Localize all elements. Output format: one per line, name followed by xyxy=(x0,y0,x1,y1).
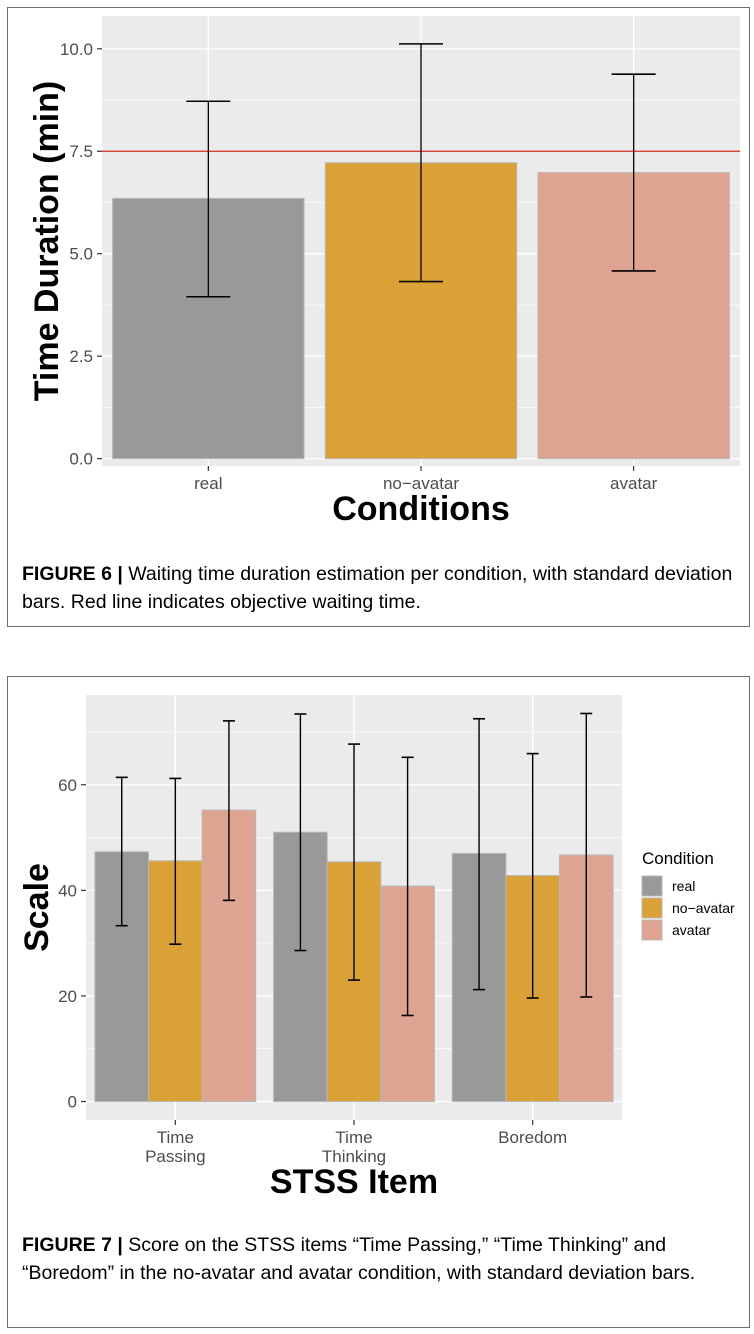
figure-6: 0.0 2.5 5.0 7.5 10.0 real no−avatar avatar Condi… xyxy=(7,7,750,627)
legend-swatch-2 xyxy=(641,919,663,941)
y-tick-label: 2.5 xyxy=(69,347,93,366)
figure-6-caption-text: Waiting time duration estimation per con… xyxy=(22,563,733,613)
figure-7-caption: FIGURE 7 | Score on the STSS items “Time… xyxy=(22,1231,735,1287)
x-tick-label: Boredom xyxy=(498,1128,567,1147)
x-tick-label: Time xyxy=(157,1128,194,1147)
chart-figure-7: 0204060TimePassingTimeThinkingBoredomSTS… xyxy=(18,695,735,1201)
x-tick-label: Passing xyxy=(145,1147,205,1166)
figure-7-caption-label: FIGURE 7 | xyxy=(22,1234,123,1256)
legend-swatch-0 xyxy=(641,875,663,897)
y-tick-label: 0 xyxy=(68,1093,77,1112)
x-tick-label: real xyxy=(194,474,222,493)
legend-swatch-1 xyxy=(641,897,663,919)
y-tick-label: 60 xyxy=(58,776,77,795)
legend-label-2: avatar xyxy=(672,922,711,938)
x-axis-title: Conditions xyxy=(332,490,510,528)
x-tick-label: avatar xyxy=(610,474,658,493)
figure-7: 0 20 40 60 Time Passing Time Thinking Boredom STS… xyxy=(7,676,750,1328)
x-tick-label: Thinking xyxy=(322,1147,386,1166)
legend-title: Condition xyxy=(642,849,714,868)
y-tick-label: 5.0 xyxy=(69,245,93,264)
y-axis-title: Scale xyxy=(18,863,56,952)
y-tick-label: 40 xyxy=(58,881,77,900)
figure-7-caption-text: Score on the STSS items “Time Passing,” … xyxy=(22,1234,696,1284)
y-tick-label: 20 xyxy=(58,987,77,1006)
chart-figure-6: 0.0 2.5 5.0 7.5 10.0 real no−avatar avatar Condi… xyxy=(28,16,740,528)
legend-label-0: real xyxy=(672,878,695,894)
x-tick-label: no−avatar xyxy=(383,474,459,493)
figure-6-caption-label: FIGURE 6 | xyxy=(22,563,123,585)
legend-label-1: no−avatar xyxy=(672,900,735,916)
y-tick-label: 7.5 xyxy=(69,142,93,161)
figure-6-caption: FIGURE 6 | Waiting time duration estimat… xyxy=(22,560,735,616)
x-tick-label: Time xyxy=(335,1128,372,1147)
y-tick-label: 0.0 xyxy=(69,450,93,469)
y-axis-title: Time Duration (min) xyxy=(28,81,66,402)
x-axis-title: STSS Item xyxy=(270,1163,438,1201)
y-tick-label: 10.0 xyxy=(60,40,93,59)
